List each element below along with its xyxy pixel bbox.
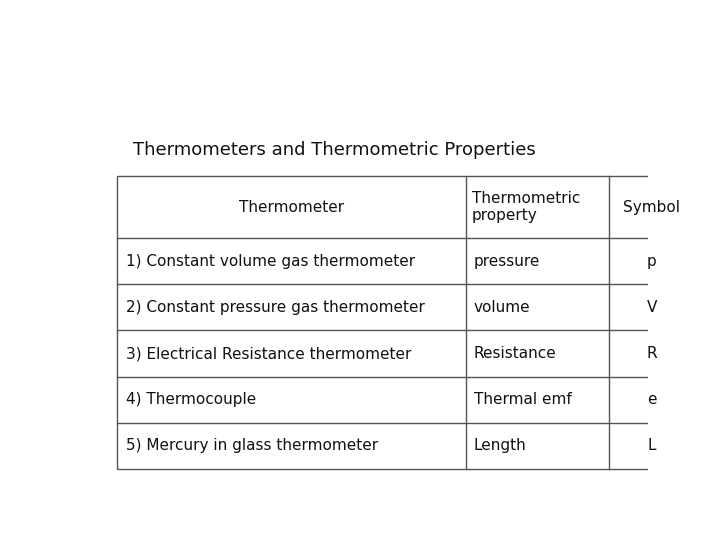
- Text: Thermometer: Thermometer: [239, 200, 344, 215]
- Text: volume: volume: [474, 300, 530, 315]
- Text: Thermal emf: Thermal emf: [474, 392, 572, 407]
- Text: 3) Electrical Resistance thermometer: 3) Electrical Resistance thermometer: [127, 346, 412, 361]
- Text: Length: Length: [474, 438, 526, 454]
- Text: Resistance: Resistance: [474, 346, 557, 361]
- Text: Symbol: Symbol: [624, 200, 680, 215]
- Text: 4) Thermocouple: 4) Thermocouple: [127, 392, 256, 407]
- Text: V: V: [647, 300, 657, 315]
- Text: 5) Mercury in glass thermometer: 5) Mercury in glass thermometer: [127, 438, 379, 454]
- Text: Thermometric
property: Thermometric property: [472, 191, 580, 224]
- Text: 2) Constant pressure gas thermometer: 2) Constant pressure gas thermometer: [127, 300, 426, 315]
- Text: L: L: [647, 438, 656, 454]
- Text: p: p: [647, 254, 657, 268]
- Text: pressure: pressure: [474, 254, 540, 268]
- Text: Thermometers and Thermometric Properties: Thermometers and Thermometric Properties: [132, 141, 536, 159]
- Text: e: e: [647, 392, 657, 407]
- Text: 1) Constant volume gas thermometer: 1) Constant volume gas thermometer: [127, 254, 415, 268]
- Text: R: R: [647, 346, 657, 361]
